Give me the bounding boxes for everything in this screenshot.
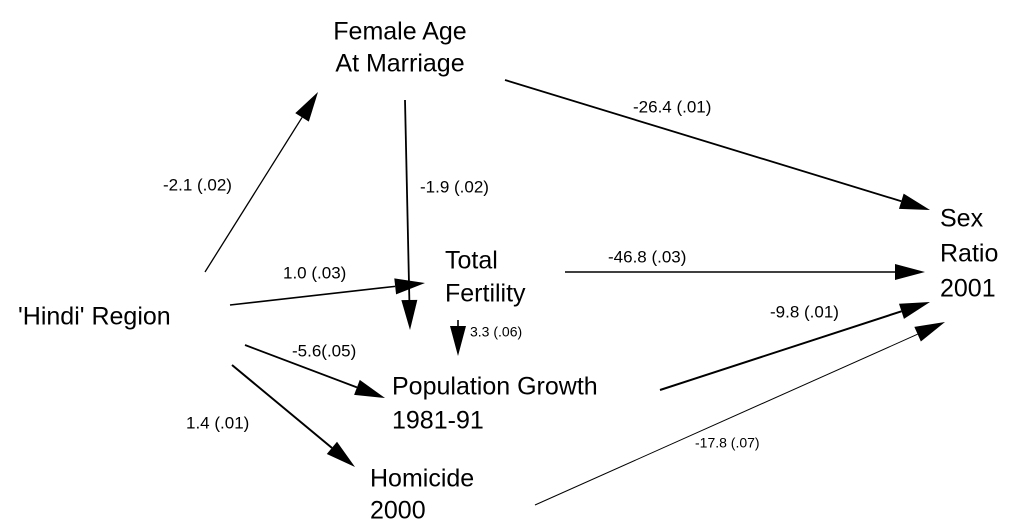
arrowhead — [898, 193, 930, 210]
arrowhead — [354, 379, 385, 398]
arrowhead — [295, 92, 318, 122]
edge-label: -5.6(.05) — [292, 341, 356, 360]
edge-label: -1.9 (.02) — [420, 177, 489, 196]
arrowhead — [895, 264, 925, 280]
arrowhead — [450, 326, 466, 356]
edge-label: -26.4 (.01) — [633, 97, 711, 116]
edge-label: 1.0 (.03) — [283, 263, 346, 282]
node-label: 1981-91 — [392, 407, 484, 435]
edge-line — [231, 364, 333, 449]
edge-label: -2.1 (.02) — [163, 175, 232, 194]
edge-line — [534, 333, 918, 506]
edge-line — [229, 285, 396, 306]
edge-line — [204, 117, 303, 273]
edge-label: -17.8 (.07) — [695, 435, 760, 451]
arrowhead — [898, 302, 930, 319]
edge-line — [504, 79, 902, 203]
edge-label: -9.8 (.01) — [770, 302, 839, 321]
node-label: At Marriage — [335, 50, 464, 78]
edge-line — [244, 344, 358, 389]
edge-line — [404, 99, 411, 301]
node-label: 2001 — [940, 275, 996, 303]
arrowhead — [914, 322, 945, 342]
node-label: Total — [445, 247, 498, 275]
node-label: Female Age — [333, 18, 466, 46]
node-label: 'Hindi' Region — [18, 303, 171, 331]
edge-label: 1.4 (.01) — [186, 413, 249, 432]
node-label: Fertility — [445, 280, 526, 308]
edge-label: 3.3 (.06) — [470, 324, 522, 340]
node-label: Population Growth — [392, 373, 598, 401]
node-label: Ratio — [940, 240, 998, 268]
arrowhead — [326, 441, 355, 467]
edge-label: -46.8 (.03) — [608, 247, 686, 266]
node-label: Sex — [940, 205, 984, 233]
edge-line — [659, 310, 902, 391]
node-label: 2000 — [370, 497, 426, 525]
node-label: Homicide — [370, 465, 474, 493]
arrowhead — [401, 299, 418, 330]
arrowhead — [394, 278, 425, 295]
